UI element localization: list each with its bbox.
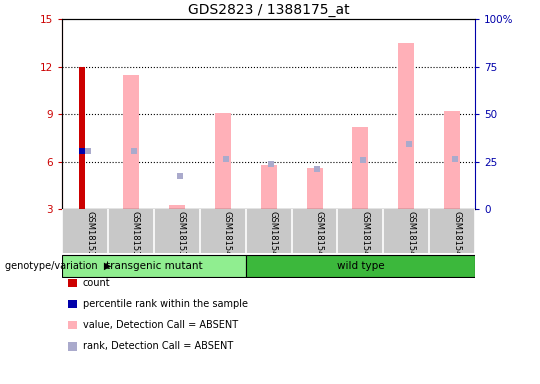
Text: count: count — [83, 278, 110, 288]
Bar — [246, 255, 475, 277]
Bar — [399, 43, 414, 209]
Bar — [444, 111, 460, 209]
Bar — [123, 74, 139, 209]
Text: GSM181545: GSM181545 — [452, 210, 461, 261]
Text: genotype/variation  ▶: genotype/variation ▶ — [5, 261, 112, 271]
Bar — [261, 165, 276, 209]
Bar — [169, 205, 185, 209]
Text: rank, Detection Call = ABSENT: rank, Detection Call = ABSENT — [83, 341, 233, 351]
Text: GSM181542: GSM181542 — [314, 210, 323, 261]
Text: GSM181540: GSM181540 — [223, 210, 232, 261]
Text: wild type: wild type — [336, 261, 384, 271]
Bar — [79, 67, 85, 209]
Bar — [215, 113, 231, 209]
Bar — [353, 127, 368, 209]
Text: GSM181543: GSM181543 — [361, 210, 369, 262]
Text: percentile rank within the sample: percentile rank within the sample — [83, 299, 248, 309]
Text: GSM181537: GSM181537 — [85, 210, 94, 262]
Text: GSM181544: GSM181544 — [406, 210, 415, 261]
Title: GDS2823 / 1388175_at: GDS2823 / 1388175_at — [188, 3, 349, 17]
Text: transgenic mutant: transgenic mutant — [106, 261, 202, 271]
Text: GSM181541: GSM181541 — [269, 210, 278, 261]
Text: GSM181538: GSM181538 — [131, 210, 140, 262]
Bar — [307, 168, 322, 209]
Text: value, Detection Call = ABSENT: value, Detection Call = ABSENT — [83, 320, 238, 330]
Bar — [62, 255, 246, 277]
Text: GSM181539: GSM181539 — [177, 210, 186, 262]
